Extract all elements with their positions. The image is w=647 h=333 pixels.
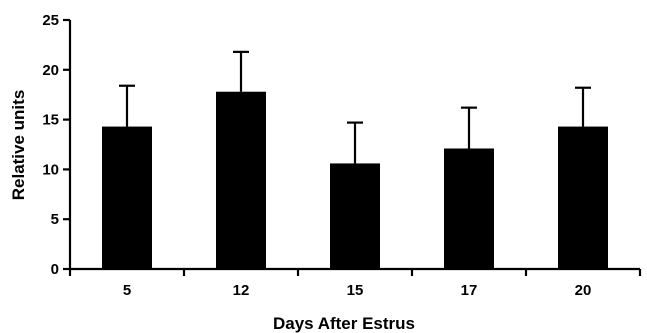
bar: [444, 148, 494, 269]
x-axis-title: Days After Estrus: [273, 314, 415, 333]
y-tick-label: 0: [51, 261, 59, 278]
plot-area: 0 5 10 15 20 25 5 12 15 17 20: [42, 12, 642, 299]
x-tick-label: 5: [123, 282, 131, 299]
y-tick-label: 20: [42, 62, 59, 79]
y-tick-label: 10: [42, 161, 59, 178]
y-tick-label: 25: [42, 12, 59, 29]
bar: [558, 126, 608, 270]
x-tick-label: 20: [575, 282, 592, 299]
y-tick-label: 5: [51, 211, 59, 228]
y-axis-title: Relative units: [9, 90, 28, 201]
y-tick-label: 15: [42, 112, 59, 129]
bar: [216, 91, 266, 269]
bar: [102, 126, 152, 270]
x-tick-label: 17: [461, 282, 478, 299]
x-tick-label: 15: [347, 282, 364, 299]
bar: [330, 163, 380, 269]
x-tick-label: 12: [233, 282, 250, 299]
